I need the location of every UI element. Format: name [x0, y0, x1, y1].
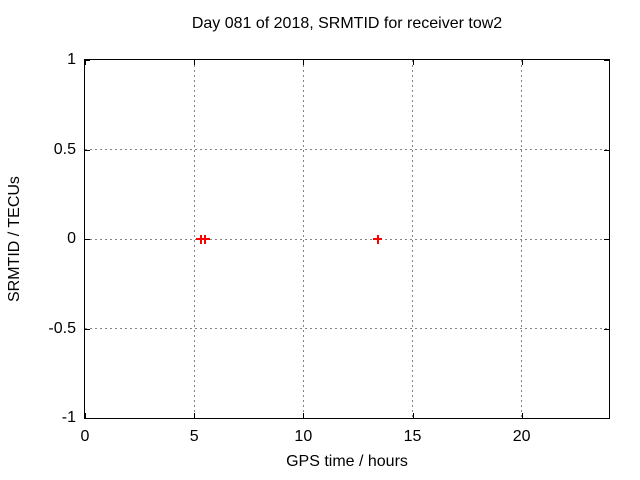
y-tick-label: 1	[67, 51, 76, 68]
x-tick-mark	[85, 60, 86, 65]
y-tick-mark	[604, 149, 609, 151]
x-tick-mark	[303, 413, 305, 418]
x-tick-mark	[412, 60, 414, 65]
x-tick-mark	[521, 60, 523, 65]
data-point-marker	[200, 234, 210, 244]
x-tick-mark	[194, 413, 196, 418]
marker-vertical-stroke	[376, 234, 379, 244]
y-gridline	[85, 149, 609, 150]
marker-vertical-stroke	[204, 234, 207, 244]
y-tick-label: -1	[61, 409, 76, 426]
y-gridline	[85, 238, 609, 240]
y-tick-mark	[85, 239, 90, 240]
chart-title: Day 081 of 2018, SRMTID for receiver tow…	[191, 15, 503, 32]
y-tick-mark	[604, 328, 609, 330]
y-tick-mark	[85, 328, 90, 330]
y-tick-mark	[604, 418, 609, 419]
x-tick-label: 15	[403, 428, 422, 445]
x-tick-mark	[194, 60, 196, 65]
x-tick-label: 5	[189, 428, 199, 445]
x-tick-label: 10	[294, 428, 313, 445]
y-gridline	[85, 328, 609, 329]
y-tick-mark	[604, 60, 609, 61]
y-tick-label: -0.5	[48, 319, 76, 337]
x-tick-mark	[85, 413, 86, 418]
data-point-marker	[373, 234, 383, 244]
y-tick-label: 0.5	[53, 140, 76, 158]
y-tick-mark	[85, 418, 90, 419]
x-axis-label: GPS time / hours	[286, 453, 408, 470]
y-tick-label: 0	[67, 230, 76, 247]
x-tick-mark	[521, 413, 523, 418]
plot-area	[84, 59, 610, 419]
x-tick-label: 0	[80, 428, 90, 445]
x-tick-label: 20	[512, 428, 531, 445]
y-tick-mark	[85, 60, 90, 61]
y-tick-mark	[604, 239, 609, 240]
x-tick-mark	[303, 60, 305, 65]
y-tick-mark	[85, 149, 90, 151]
x-tick-mark	[412, 413, 414, 418]
